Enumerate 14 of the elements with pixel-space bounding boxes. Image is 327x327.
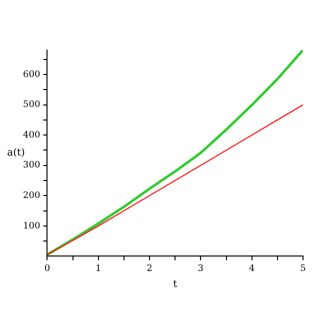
x-tick-label: 0 <box>44 264 50 274</box>
y-tick-label: 500 <box>22 100 40 110</box>
x-tick-label: 4 <box>248 264 255 274</box>
y-tick-label: 600 <box>22 70 40 80</box>
x-tick-label: 5 <box>300 264 306 274</box>
y-tick-label: 200 <box>22 190 40 201</box>
y-tick-label: 100 <box>22 221 40 232</box>
y-tick-label: 400 <box>22 130 40 140</box>
x-axis-title: t <box>173 278 178 290</box>
x-tick-label: 3 <box>198 264 204 274</box>
y-axis-title: a(t) <box>7 148 25 159</box>
x-tick-label: 1 <box>95 264 102 274</box>
x-tick-label: 2 <box>146 264 152 274</box>
y-tick-label: 300 <box>22 160 40 171</box>
